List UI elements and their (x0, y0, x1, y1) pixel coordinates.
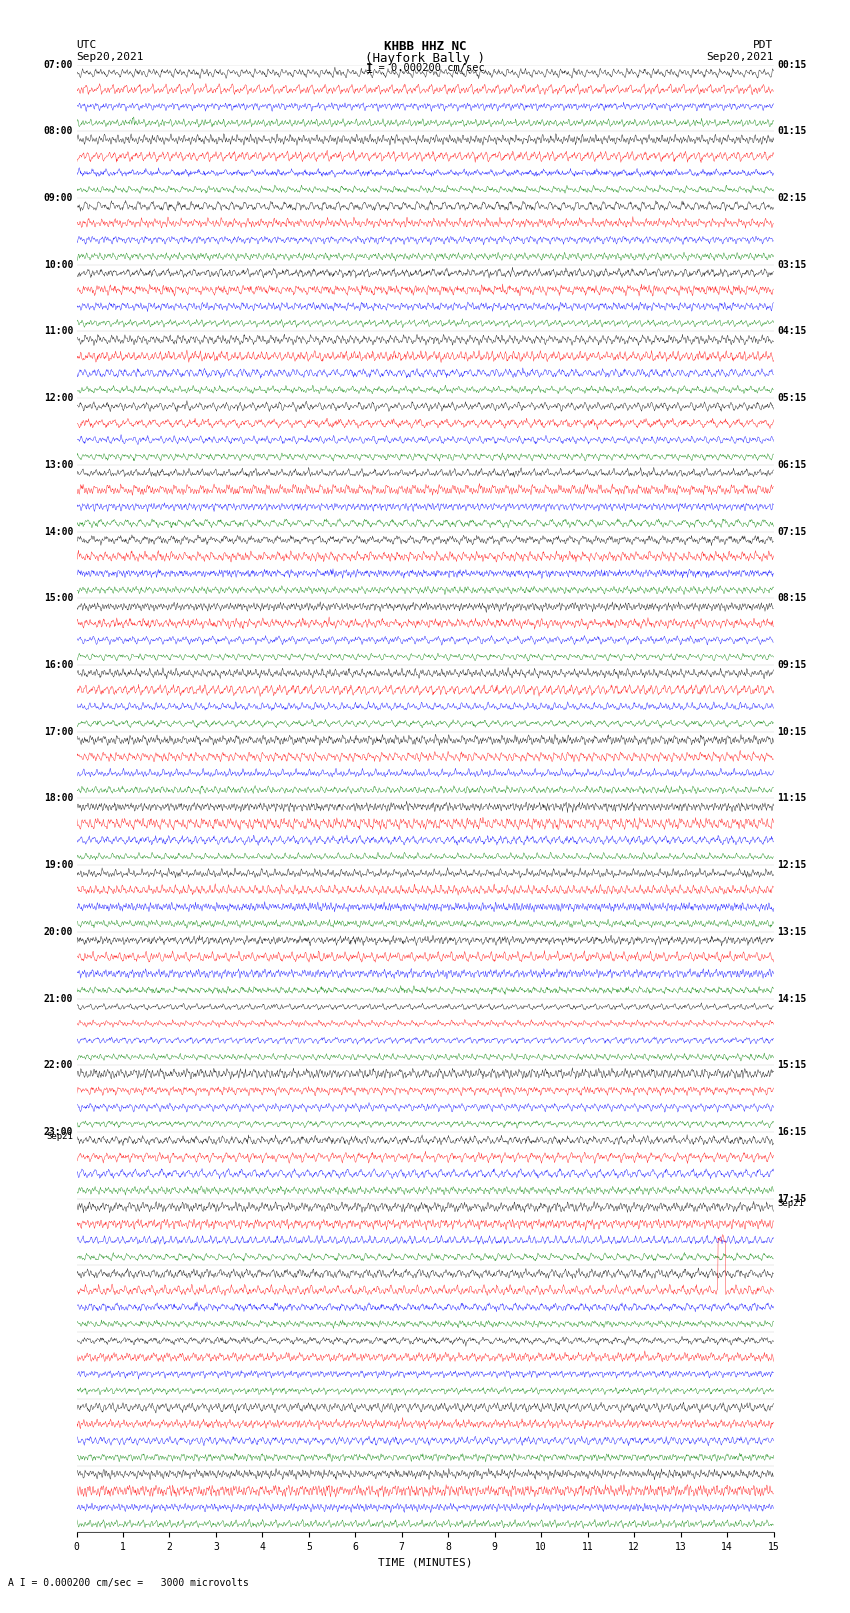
Text: UTC: UTC (76, 40, 97, 50)
Text: 09:00: 09:00 (43, 194, 73, 203)
Text: 21:00: 21:00 (43, 994, 73, 1003)
Text: KHBB HHZ NC: KHBB HHZ NC (383, 40, 467, 53)
Text: 22:00: 22:00 (43, 1060, 73, 1071)
Text: 13:00: 13:00 (43, 460, 73, 469)
Text: 06:15: 06:15 (777, 460, 807, 469)
Text: 08:00: 08:00 (43, 126, 73, 135)
Text: Sep20,2021: Sep20,2021 (706, 52, 774, 61)
Text: 10:00: 10:00 (43, 260, 73, 269)
Text: 10:15: 10:15 (777, 727, 807, 737)
Text: (Hayfork Bally ): (Hayfork Bally ) (365, 52, 485, 65)
Text: 12:15: 12:15 (777, 860, 807, 869)
Text: 05:15: 05:15 (777, 394, 807, 403)
Text: 15:15: 15:15 (777, 1060, 807, 1071)
Text: PDT: PDT (753, 40, 774, 50)
Text: 07:15: 07:15 (777, 526, 807, 537)
Text: 16:15: 16:15 (777, 1127, 807, 1137)
Text: 11:00: 11:00 (43, 326, 73, 337)
Text: 03:15: 03:15 (777, 260, 807, 269)
Text: 18:00: 18:00 (43, 794, 73, 803)
Text: 01:15: 01:15 (777, 126, 807, 135)
Text: 17:15: 17:15 (777, 1194, 807, 1203)
Text: 16:00: 16:00 (43, 660, 73, 669)
Text: 15:00: 15:00 (43, 594, 73, 603)
Text: 20:00: 20:00 (43, 927, 73, 937)
Text: 12:00: 12:00 (43, 394, 73, 403)
Text: 23:00: 23:00 (43, 1127, 73, 1137)
Text: 09:15: 09:15 (777, 660, 807, 669)
Text: 08:15: 08:15 (777, 594, 807, 603)
Text: 19:00: 19:00 (43, 860, 73, 869)
Text: 13:15: 13:15 (777, 927, 807, 937)
Text: 00:15: 00:15 (777, 60, 807, 69)
Text: 07:00: 07:00 (43, 60, 73, 69)
X-axis label: TIME (MINUTES): TIME (MINUTES) (377, 1558, 473, 1568)
Text: 11:15: 11:15 (777, 794, 807, 803)
Text: Sep21: Sep21 (777, 1198, 804, 1208)
Text: A I = 0.000200 cm/sec =   3000 microvolts: A I = 0.000200 cm/sec = 3000 microvolts (8, 1578, 249, 1587)
Text: I = 0.000200 cm/sec: I = 0.000200 cm/sec (366, 63, 484, 73)
Text: Sep20,2021: Sep20,2021 (76, 52, 144, 61)
Text: 04:15: 04:15 (777, 326, 807, 337)
Text: I: I (366, 63, 373, 76)
Text: 14:15: 14:15 (777, 994, 807, 1003)
Text: 02:15: 02:15 (777, 194, 807, 203)
Text: 17:00: 17:00 (43, 727, 73, 737)
Text: 14:00: 14:00 (43, 526, 73, 537)
Text: Sep21: Sep21 (46, 1132, 73, 1142)
